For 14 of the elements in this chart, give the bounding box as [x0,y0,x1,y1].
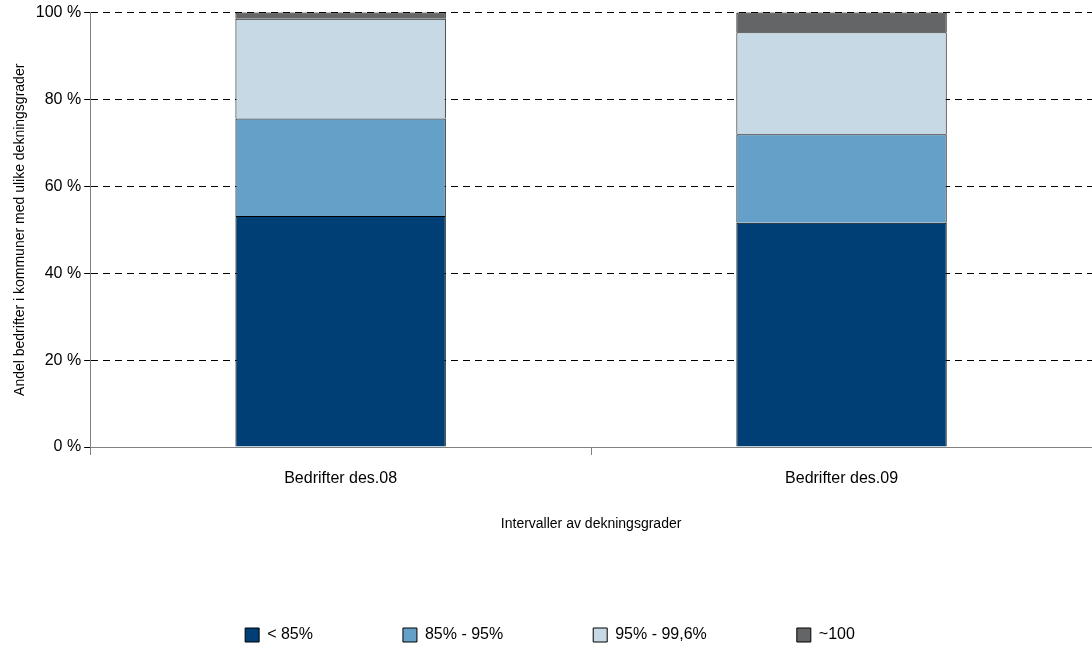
y-tick-label: 100 % [35,3,82,21]
legend-label: 95% - 99,6% [615,625,707,643]
y-tick-label: 20 % [44,350,82,368]
legend-label: < 85% [267,625,313,643]
y-tick-label: 40 % [44,263,82,281]
legend-label: ~100 [818,625,855,643]
y-tick-label: 80 % [44,89,82,107]
y-axis-title: Andel bedrifter i kommuner med ulike dekningsgrader [11,63,28,396]
y-tick-label: 60 % [44,176,82,194]
x-tick-label: Bedrifter des.08 [284,469,398,487]
x-axis-title: Intervaller av dekningsgrader [500,515,682,532]
y-tick-label: 0 % [53,437,82,455]
legend-label: 85% - 95% [424,625,504,643]
x-tick-label: Bedrifter des.09 [785,469,899,487]
